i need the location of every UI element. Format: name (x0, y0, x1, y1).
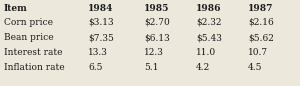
Text: $2.70: $2.70 (144, 18, 170, 27)
Text: 4.5: 4.5 (248, 63, 262, 72)
Text: 1985: 1985 (144, 4, 170, 13)
Text: $7.35: $7.35 (88, 33, 114, 42)
Text: $3.13: $3.13 (88, 18, 114, 27)
Text: Item: Item (4, 4, 28, 13)
Text: Bean price: Bean price (4, 33, 54, 42)
Text: 13.3: 13.3 (88, 48, 108, 57)
Text: Corn price: Corn price (4, 18, 53, 27)
Text: 10.7: 10.7 (248, 48, 268, 57)
Text: $2.16: $2.16 (248, 18, 274, 27)
Text: 4.2: 4.2 (196, 63, 210, 72)
Text: 1987: 1987 (248, 4, 273, 13)
Text: $6.13: $6.13 (144, 33, 170, 42)
Text: Inflation rate: Inflation rate (4, 63, 64, 72)
Text: $5.62: $5.62 (248, 33, 274, 42)
Text: 1986: 1986 (196, 4, 221, 13)
Text: $5.43: $5.43 (196, 33, 222, 42)
Text: 1984: 1984 (88, 4, 113, 13)
Text: Interest rate: Interest rate (4, 48, 62, 57)
Text: 6.5: 6.5 (88, 63, 103, 72)
Text: 12.3: 12.3 (144, 48, 164, 57)
Text: 5.1: 5.1 (144, 63, 158, 72)
Text: 11.0: 11.0 (196, 48, 216, 57)
Text: $2.32: $2.32 (196, 18, 221, 27)
